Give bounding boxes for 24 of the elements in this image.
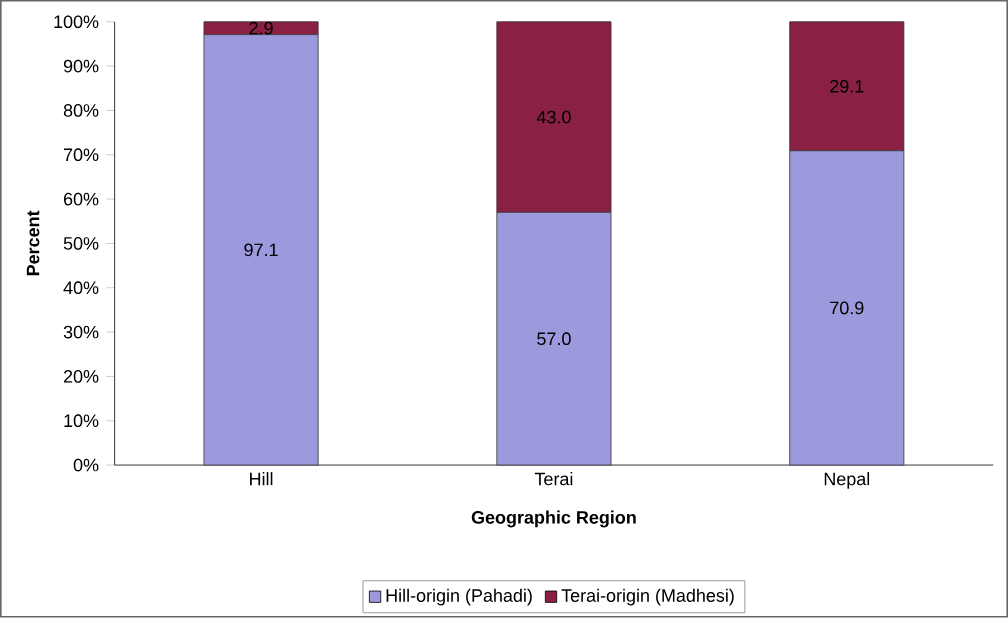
y-tick-label: 70% [63, 148, 99, 162]
data-label: 97.1 [244, 243, 278, 257]
data-label: 29.1 [830, 80, 864, 93]
legend-label: Terai-origin (Madhesi) [561, 588, 734, 606]
y-tick-label: 80% [63, 104, 99, 117]
y-tick-label: 50% [63, 237, 99, 250]
y-tick-label: 90% [63, 59, 99, 73]
data-label: 2.9 [249, 22, 273, 35]
legend-label: Hill-origin (Pahadi) [386, 588, 532, 606]
x-axis-title: Geographic Region [471, 510, 636, 528]
data-label: 43.0 [536, 110, 571, 124]
x-tick-label: Nepal [824, 472, 870, 490]
y-tick-label: 60% [63, 192, 99, 206]
y-tick-label: 0% [73, 458, 99, 472]
data-label: 70.9 [830, 301, 864, 315]
y-tick-label: 10% [64, 414, 99, 428]
y-axis-title: Percent [26, 210, 40, 276]
y-tick-label: 30% [63, 325, 99, 339]
y-tick-label: 20% [63, 370, 99, 383]
x-tick-label: Hill [250, 472, 273, 486]
data-label: 57.0 [537, 332, 571, 346]
x-tick-label: Terai [534, 472, 573, 486]
y-tick-label: 40% [63, 281, 99, 295]
y-tick-label: 100% [54, 15, 99, 29]
